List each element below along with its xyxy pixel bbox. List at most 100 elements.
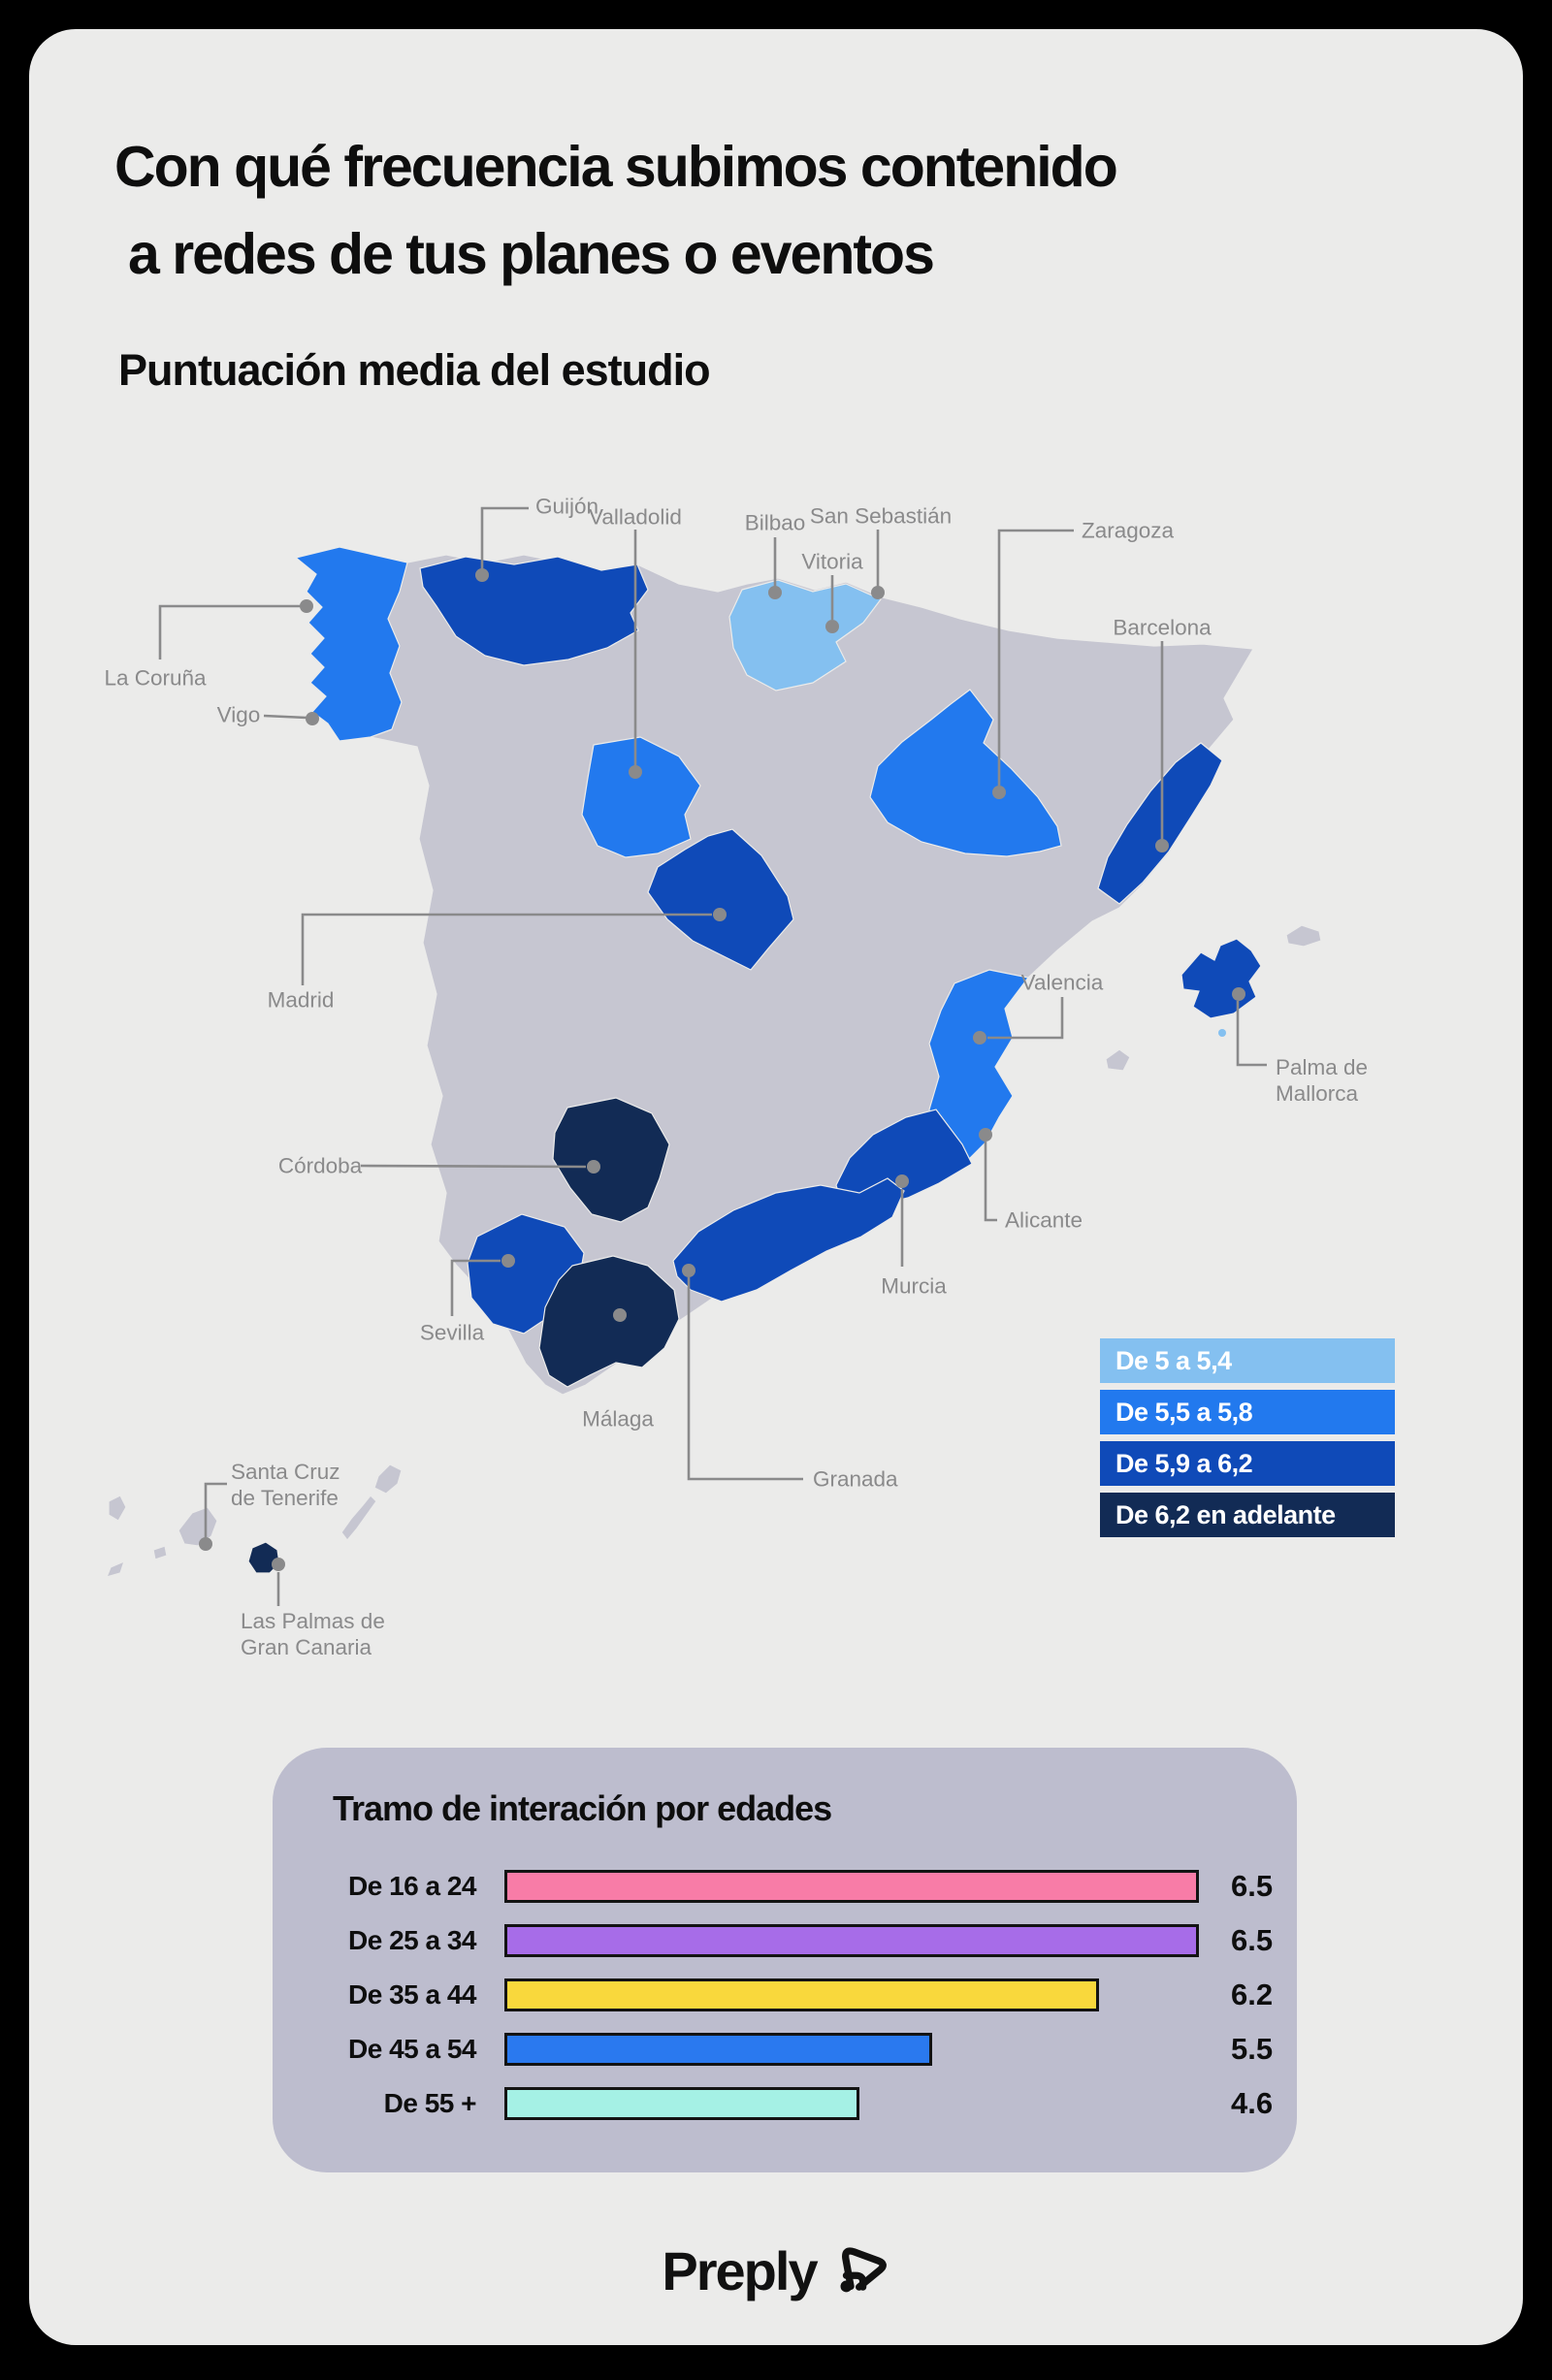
leader-vigo (263, 714, 307, 720)
dot-barcelona (1155, 839, 1169, 852)
map-svg (105, 506, 1322, 1606)
city-label-murcia: Murcia (881, 1273, 947, 1299)
leader-lines (158, 506, 1267, 1606)
dot-palma (1232, 987, 1245, 1001)
city-label-granada: Granada (813, 1466, 898, 1492)
age-row-label: De 16 a 24 (348, 1871, 477, 1901)
city-label-san-sebastian: San Sebastián (809, 503, 953, 529)
city-label-valladolid: Valladolid (589, 504, 682, 530)
leader-valencia (987, 997, 1064, 1040)
dot-la-coruna (300, 599, 313, 613)
age-row-45-54: De 45 a 54 5.5 (273, 2022, 1297, 2076)
age-row-35-44: De 35 a 44 6.2 (273, 1968, 1297, 2022)
city-label-sevilla: Sevilla (419, 1320, 485, 1345)
dot-cordoba (587, 1160, 600, 1174)
region-zaragoza (869, 689, 1062, 857)
city-label-valencia: Valencia (1020, 970, 1104, 995)
title-line-2: a redes de tus planes o eventos (128, 221, 935, 286)
map-legend: De 5 a 5,4 De 5,5 a 5,8 De 5,9 a 6,2 De … (1100, 1338, 1395, 1544)
dot-santa-cruz (199, 1537, 212, 1551)
dot-bilbao (768, 586, 782, 599)
page-subtitle: Puntuación media del estudio (118, 345, 711, 395)
region-asturias (419, 556, 649, 666)
city-label-la-coruna: La Coruña (104, 665, 207, 691)
city-label-line: Las Palmas de (241, 1609, 385, 1633)
dot-sevilla (501, 1254, 515, 1268)
dot-vigo (306, 712, 319, 725)
age-bar-25-34 (504, 1924, 1199, 1957)
dot-alicante (979, 1128, 992, 1142)
city-label-barcelona: Barcelona (1113, 615, 1212, 640)
age-row-value: 6.5 (1231, 1923, 1274, 1957)
age-row-value: 4.6 (1231, 2086, 1274, 2120)
region-tenerife (178, 1506, 218, 1547)
age-row-55-plus: De 55 + 4.6 (273, 2076, 1297, 2131)
region-el-hierro (105, 1560, 125, 1578)
age-row-label: De 35 a 44 (348, 1979, 477, 2010)
region-mallorca (1180, 938, 1262, 1019)
city-label-vigo: Vigo (216, 702, 261, 727)
regions-5-5_4 (728, 579, 1226, 1037)
page-title: Con qué frecuencia subimos contenido a r… (114, 124, 1414, 298)
age-chart-panel: Tramo de interación por edades De 16 a 2… (273, 1748, 1297, 2172)
age-bar-16-24 (504, 1870, 1199, 1903)
city-label-madrid: Madrid (267, 987, 335, 1013)
region-barcelona (1097, 742, 1223, 905)
gray-islands (105, 924, 1322, 1578)
region-formentera (1218, 1029, 1226, 1037)
age-row-label: De 25 a 34 (348, 1925, 477, 1955)
legend-item-59-62: De 5,9 a 6,2 (1100, 1441, 1395, 1486)
city-label-zaragoza: Zaragoza (1082, 518, 1175, 543)
preply-wordmark: Preply (662, 2239, 818, 2301)
bar-track (504, 1924, 1199, 1957)
leader-alicante (984, 1142, 997, 1222)
age-row-value: 6.5 (1231, 1869, 1274, 1903)
city-label-alicante: Alicante (1005, 1207, 1083, 1233)
region-menorca (1285, 924, 1322, 948)
region-malaga (538, 1255, 680, 1388)
city-label-cordoba: Córdoba (277, 1153, 363, 1178)
region-madrid (647, 828, 794, 971)
region-ibiza (1105, 1048, 1131, 1072)
city-label-las-palmas-de-gran-canaria: Las Palmas de Gran Canaria (241, 1608, 385, 1660)
region-valencia (928, 969, 1030, 1167)
regions-5_5-5_8 (294, 546, 1062, 1167)
bar-track (504, 1870, 1199, 1903)
region-basque-country (728, 579, 882, 691)
bar-track (504, 1978, 1193, 2011)
regions-6_2-plus (247, 1097, 680, 1574)
legend-item-5-54: De 5 a 5,4 (1100, 1338, 1395, 1383)
title-line-1: Con qué frecuencia subimos contenido (114, 135, 1118, 199)
age-row-value: 6.2 (1231, 1978, 1274, 2011)
leader-madrid (301, 913, 712, 985)
age-row-label: De 55 + (383, 2088, 477, 2118)
age-row-value: 5.5 (1231, 2032, 1274, 2066)
dot-granada (682, 1264, 695, 1277)
leader-santa-cruz (204, 1482, 227, 1538)
leader-cordoba (360, 1164, 587, 1169)
city-label-santa-cruz-de-tenerife: Santa Cruz de Tenerife (231, 1459, 340, 1511)
dot-zaragoza (992, 786, 1006, 799)
city-label-palma-de-mallorca: Palma de Mallorca (1276, 1054, 1368, 1107)
dot-valladolid (629, 765, 642, 779)
dot-vitoria (825, 620, 839, 633)
leader-sevilla (450, 1259, 501, 1316)
dot-guijon (475, 568, 489, 582)
legend-item-62-plus: De 6,2 en adelante (1100, 1493, 1395, 1537)
city-label-malaga: Málaga (582, 1406, 654, 1431)
spain-choropleth-map: Guijón Valladolid Bilbao San Sebastián V… (0, 466, 1552, 1717)
age-chart-title: Tramo de interación por edades (333, 1788, 832, 1828)
region-fuerteventura (340, 1495, 377, 1541)
leader-la-coruna (158, 604, 301, 659)
age-row-16-24: De 16 a 24 6.5 (273, 1859, 1297, 1914)
city-label-line: Gran Canaria (241, 1635, 372, 1659)
city-label-guijon: Guijón (535, 494, 599, 519)
region-galicia (294, 546, 408, 742)
age-row-25-34: De 25 a 34 6.5 (273, 1914, 1297, 1968)
footer: Preply (0, 2227, 1552, 2314)
city-label-vitoria: Vitoria (801, 549, 863, 574)
preply-logo-icon (840, 2247, 887, 2293)
region-lanzarote (373, 1463, 403, 1495)
region-la-gomera (152, 1545, 168, 1560)
